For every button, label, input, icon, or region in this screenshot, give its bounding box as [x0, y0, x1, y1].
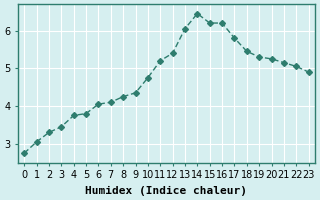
X-axis label: Humidex (Indice chaleur): Humidex (Indice chaleur): [85, 186, 247, 196]
